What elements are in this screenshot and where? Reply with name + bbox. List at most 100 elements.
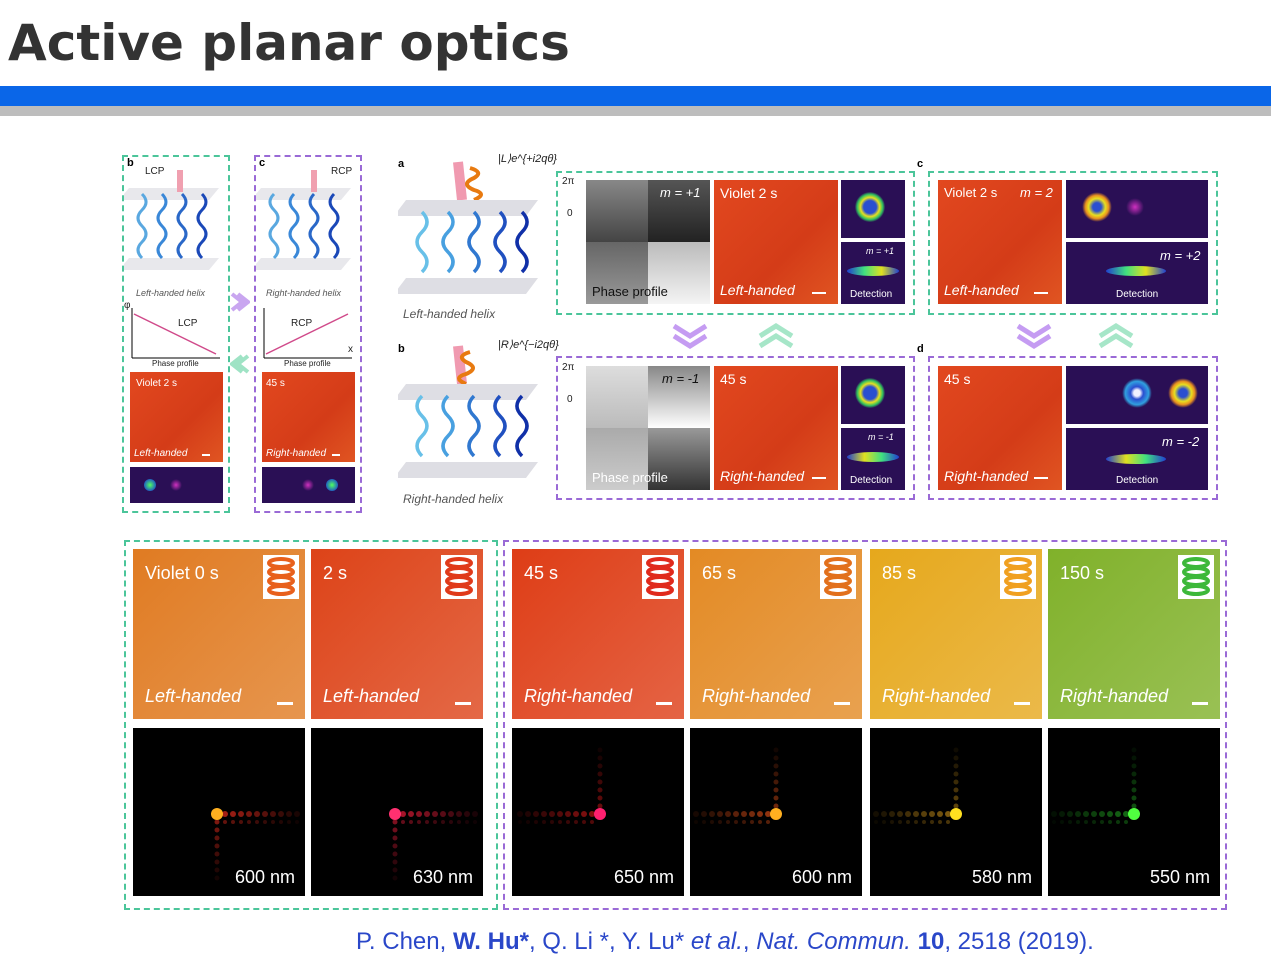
micrograph-time: 150 s [1060,563,1105,583]
scale-bar [834,702,850,705]
panel-b-detection [130,467,223,503]
fig-a-helix-illustration [398,161,538,294]
panel-b-time: Violet 2 s [136,378,177,389]
citation-authors-2: , Q. Li *, Y. Lu* [528,928,691,955]
micrograph-handedness: Left-handed [145,686,242,706]
fig-a-2pi: 2π [562,176,575,187]
panel-c-profile-label: Phase profile [284,359,331,368]
micrograph-tile: 45 s Right-handed [512,549,684,719]
fig-d-detection-top [1066,366,1208,424]
fig-a-scale-bar [812,292,826,294]
helix-coil-icon [820,555,856,599]
wavelength-label: 580 nm [971,867,1032,887]
fig-b-equation: |R⟩e^{−i2qθ} [498,339,559,351]
fig-d-panel [928,356,1218,500]
citation-etal: et al. [690,928,743,955]
micrograph-time: 2 s [323,563,348,583]
fig-a-m: m = +1 [660,185,701,200]
fig-b-micrograph [714,366,838,490]
diffraction-tile: 550 nm [1048,728,1220,896]
scale-bar [656,702,672,705]
scale-bar [1192,702,1208,705]
fig-d-detection-bottom [1066,428,1208,490]
fig-b-tag: b [398,343,405,355]
panel-c-scale-bar [332,454,340,456]
left-helix-illustration [124,170,219,270]
fig-b-panel [556,356,915,500]
diffraction-tile: 650 nm [512,728,684,896]
panel-b-phase-graph [131,308,220,359]
fig-b-2pi: 2π [562,362,575,373]
fig-d-detection-m: m = -2 [1162,434,1200,449]
panel-b-profile-label: Phase profile [152,359,199,368]
fig-b-phase-profile [586,366,710,490]
fig-d-scale-bar [1034,477,1048,479]
fig-c-m: m = 2 [1020,185,1053,200]
panel-c-helix-label: Right-handed helix [266,288,342,298]
arrow-down-a-to-b [672,323,708,349]
panel-b-profile-pol: LCP [178,318,198,329]
panel-c-tag: c [259,157,266,169]
fig-b-phase-label: Phase profile [592,470,668,485]
micrograph-tile: 150 s Right-handed [1048,549,1220,719]
fig-b-detection-m: m = -1 [868,432,894,442]
wavelength-label: 600 nm [791,867,852,887]
right-helix-illustration [256,170,351,270]
fig-a-equation: |L⟩e^{+i2qθ} [498,153,557,165]
wavelength-label: 650 nm [613,867,674,887]
scale-bar [1014,702,1030,705]
diffraction-tile: 580 nm [870,728,1042,896]
arrow-up-d-to-c [1098,323,1134,349]
citation: P. Chen, W. Hu*, Q. Li *, Y. Lu* et al.,… [356,928,1094,956]
helix-coil-icon [642,555,678,599]
micrograph-handedness: Right-handed [882,686,991,706]
wavelength-label: 600 nm [234,867,295,887]
title-underline-gray [0,106,1271,116]
fig-a-detection-bottom [841,242,905,304]
panel-b-tag: b [127,157,134,169]
panel-b-micrograph [130,372,223,462]
fig-c-tag: c [917,158,924,170]
fig-b-scale-bar [812,477,826,479]
panel-b-scale-bar [202,454,210,456]
micrograph-handedness: Right-handed [1060,686,1169,706]
fig-a-phase-label: Phase profile [592,284,668,299]
fig-a-helix-label: Left-handed helix [403,307,496,321]
fig-c-detection-bottom [1066,242,1208,304]
title-underline-blue [0,86,1271,106]
panel-b-helix-label: Left-handed helix [136,288,206,298]
micrograph-time: 45 s [524,563,559,583]
diffraction-tile: 600 nm [133,728,305,896]
fig-c-micrograph [938,180,1062,304]
arrow-up-b-to-a [758,323,794,349]
arrow-down-c-to-d [1016,323,1052,349]
fig-c-detection-label: Detection [1116,289,1159,300]
panel-c-axis-x: x [348,344,353,355]
fig-d-tag: d [917,343,924,355]
scale-bar [277,702,293,705]
fig-a-phase-profile [586,180,710,304]
fig-b-helix-illustration [398,345,538,478]
fig-a-hand: Left-handed [720,282,795,298]
micrograph-time: Violet 0 s [145,563,219,583]
panel-b-left-handed [122,155,230,513]
fig-b-m: m = -1 [662,371,700,386]
citation-author-hu: W. Hu* [452,928,529,955]
fig-b-detection-bottom [841,428,905,490]
micrograph-tile: 85 s Right-handed [870,549,1042,719]
helix-coil-icon [441,555,477,599]
fig-c-detection-m: m = +2 [1160,248,1201,263]
micrograph-handedness: Left-handed [323,686,420,706]
diffraction-tile: 600 nm [690,728,862,896]
wavelength-label: 630 nm [412,867,473,887]
fig-d-detection-label: Detection [1116,475,1159,486]
wavelength-label: 550 nm [1149,867,1210,887]
bottom-right-handed-group [503,540,1227,910]
fig-b-zero: 0 [567,394,573,405]
micrograph-tile: 65 s Right-handed [690,549,862,719]
fig-a-micrograph [714,180,838,304]
fig-a-detection-m: m = +1 [866,246,895,256]
helix-coil-icon [1000,555,1036,599]
citation-sep: , [742,928,757,955]
panel-c-detection [262,467,355,503]
